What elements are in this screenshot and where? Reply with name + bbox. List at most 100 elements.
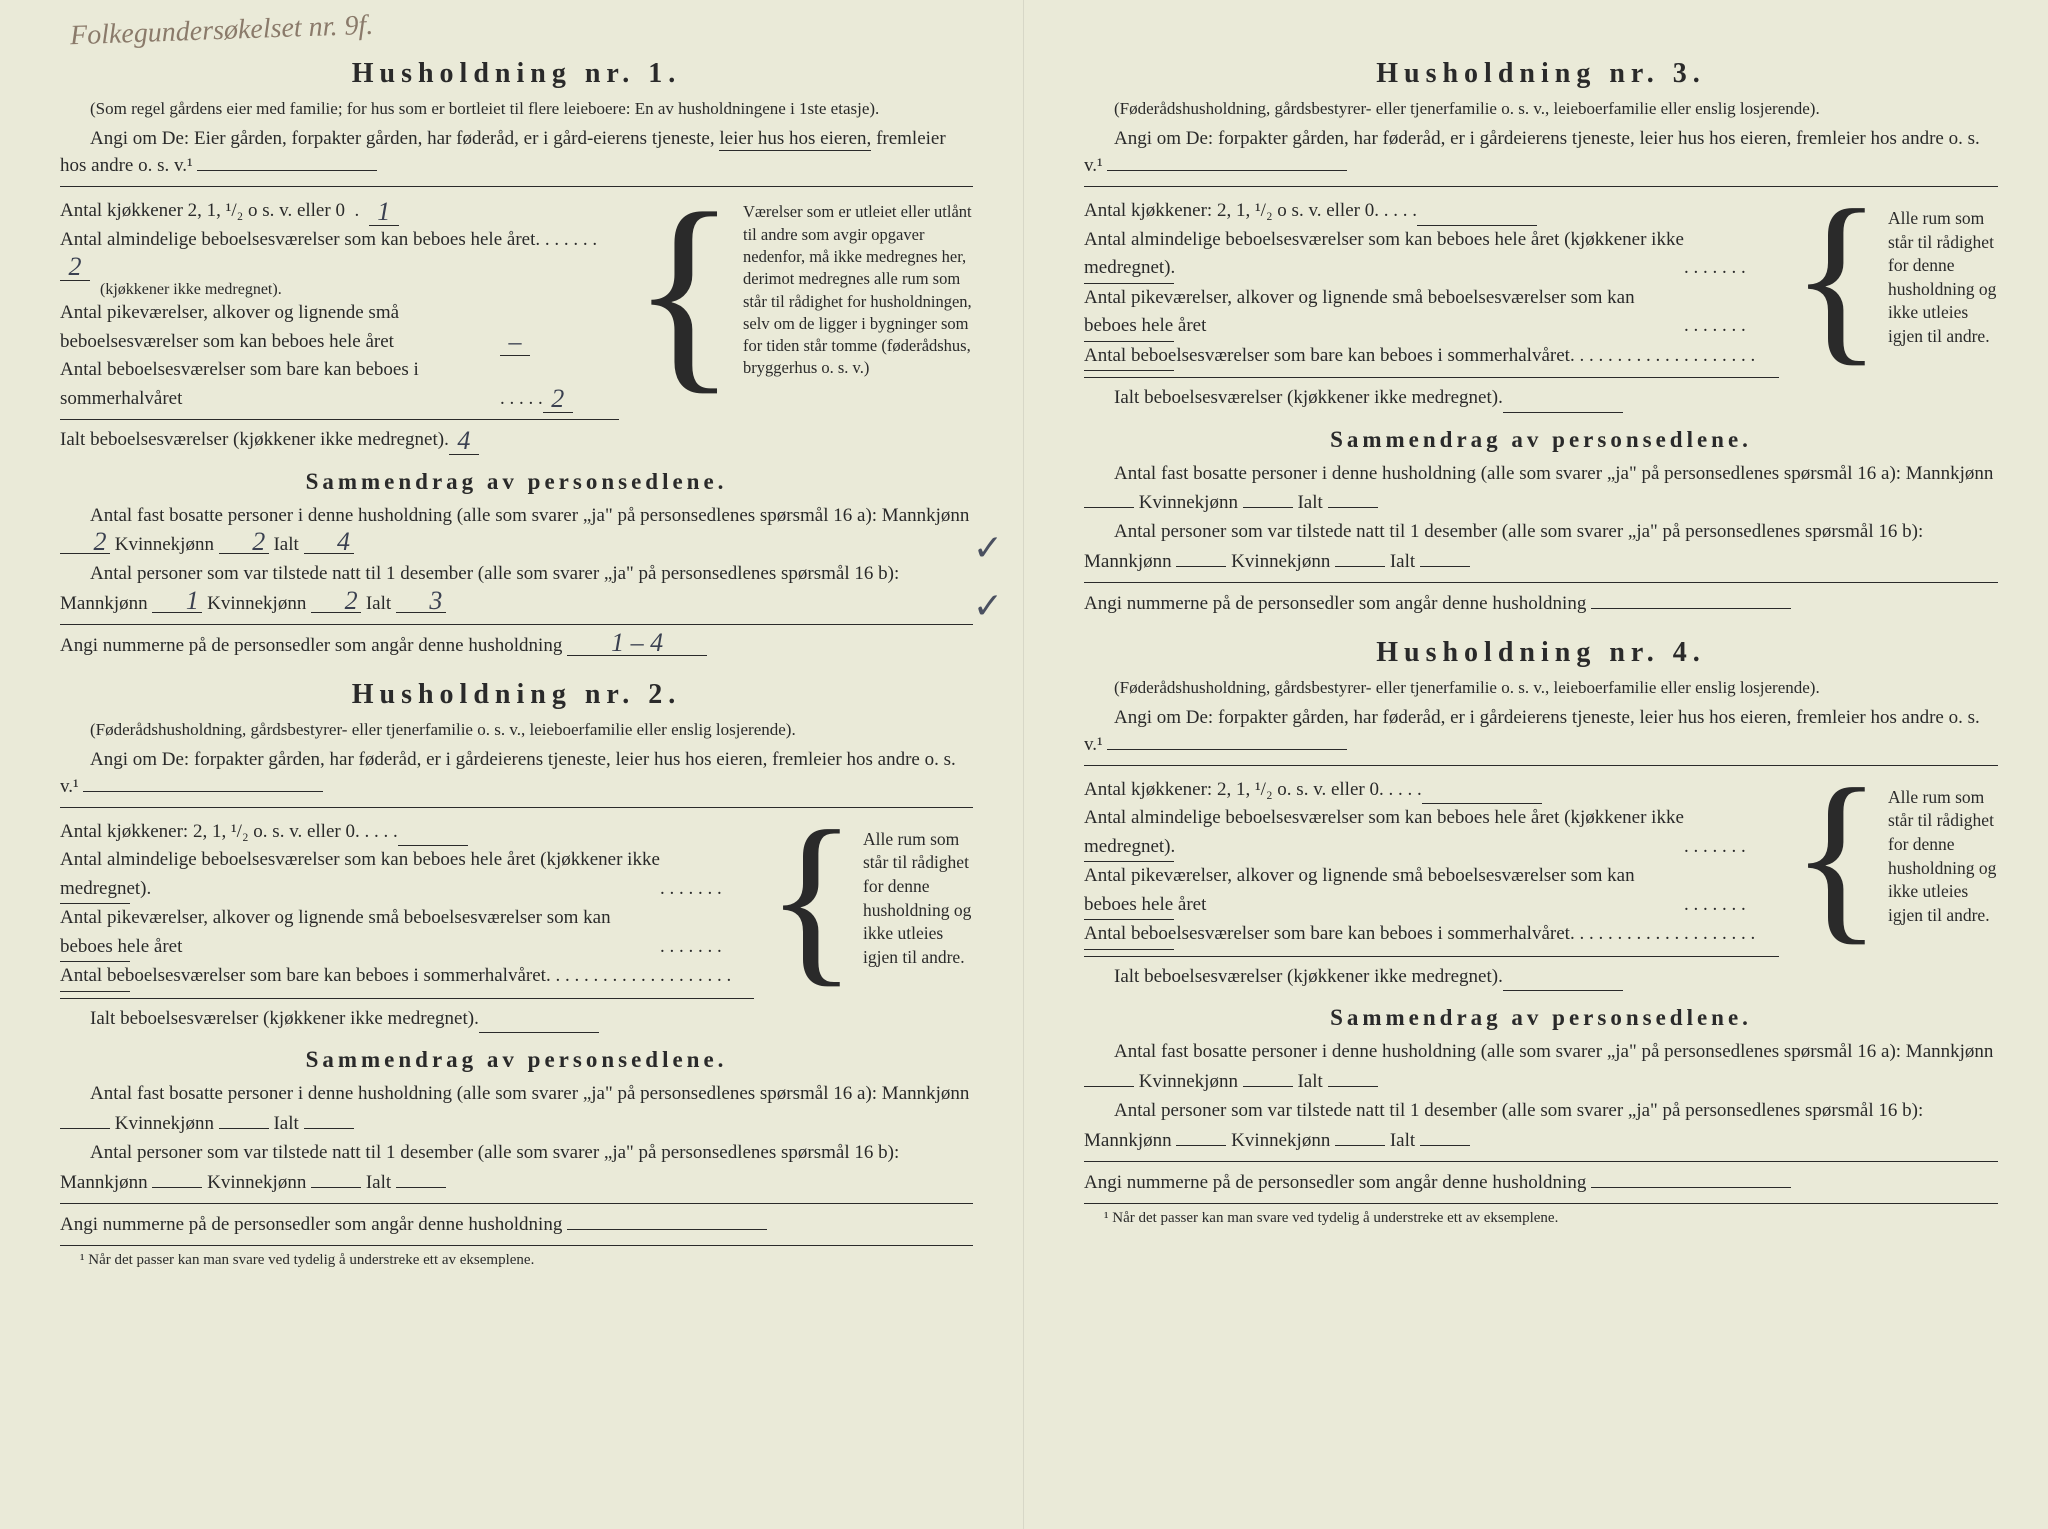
brace-text-3: Alle rum som står til rådighet for denne… [1888,207,1998,349]
fast-ialt-3[interactable] [1328,507,1378,508]
sommer-value-2[interactable] [60,991,130,992]
fast-m-4[interactable] [1084,1086,1134,1087]
note-1: (Som regel gårdens eier med familie; for… [60,98,973,121]
til-m-3[interactable] [1176,566,1226,567]
checkmark-2: ✓ [943,579,1003,635]
til-k-1[interactable]: 2 [311,589,361,613]
fast-k-2[interactable] [219,1128,269,1129]
alm-row-3: Antal almindelige beboelsesværelser som … [1084,226,1779,284]
prompt-blank-3[interactable] [1107,170,1347,171]
section-title-3: Husholdning nr. 3. [1084,58,1998,90]
til-ialt-4[interactable] [1420,1145,1470,1146]
divider [1084,1203,1998,1204]
pike-label-2: Antal pikeværelser, alkover og lignende … [60,904,660,961]
prompt-blank-2[interactable] [83,791,323,792]
til-k-3[interactable] [1335,566,1385,567]
dots: . . . . . . . . . . . . . . . . . . . . [546,962,731,991]
nummer-value-4[interactable] [1591,1187,1791,1188]
kjokken-row-4: Antal kjøkkener: 2, 1, ¹/₂ o. s. v. elle… [1084,776,1779,805]
fast-k-4[interactable] [1243,1086,1293,1087]
divider [60,624,973,625]
nummer-line-1: Angi nummerne på de personsedler som ang… [60,631,973,660]
sommer-label-3: Antal beboelsesværelser som bare kan beb… [1084,342,1570,371]
ialt-value-4[interactable] [1503,990,1623,991]
dots: . . . . . . . [1684,254,1746,283]
ialt-label: Ialt [1390,1130,1415,1151]
fast-text-1: Antal fast bosatte personer i denne hush… [90,505,969,526]
ialt-value-2[interactable] [479,1032,599,1033]
divider [1084,377,1779,378]
fast-k-3[interactable] [1243,507,1293,508]
alm-value-1[interactable]: 2 [60,254,90,281]
sommer-row-2: Antal beboelsesværelser som bare kan beb… [60,962,754,992]
ialt-row-1: Ialt beboelsesværelser (kjøkkener ikke m… [60,426,619,455]
nummer-line-3: Angi nummerne på de personsedler som ang… [1084,589,1998,618]
kjokken-label-3: Antal kjøkkener: 2, 1, ¹/₂ o s. v. eller… [1084,197,1374,226]
nummer-value-3[interactable] [1591,608,1791,609]
ialt-label: Ialt [1297,1071,1322,1092]
ialt-label: Ialt [366,593,391,614]
divider [60,1203,973,1204]
divider [1084,1161,1998,1162]
nummer-value-1[interactable]: 1 – 4 [567,631,707,655]
til-m-1[interactable]: 1 [152,589,202,613]
tilstede-line-4: Antal personer som var tilstede natt til… [1084,1096,1998,1155]
fast-ialt-1[interactable]: 4 [304,530,354,554]
ialt-value-3[interactable] [1503,412,1623,413]
fast-k-1[interactable]: 2 [219,530,269,554]
ialt-label: Ialt [273,1113,298,1134]
kjokken-row-1: Antal kjøkkener 2, 1, ¹/₂ o s. v. eller … [60,197,619,226]
fast-line-1: Antal fast bosatte personer i denne hush… [60,501,973,560]
fast-m-1[interactable]: 2 [60,530,110,554]
kjokken-label-1: Antal kjøkkener 2, 1, ¹/₂ o s. v. eller … [60,197,345,226]
sommer-label-1: Antal beboelsesværelser som bare kan beb… [60,356,500,413]
dots: . . . . . . . . . . . . . . . . . . . . [1570,342,1755,371]
note-2: (Føderådshusholdning, gårdsbestyrer- ell… [60,719,973,742]
brace-text-1: Værelser som er utleiet eller utlånt til… [743,201,973,379]
brace-symbol: { [1791,776,1882,938]
fast-text-4: Antal fast bosatte personer i denne hush… [1114,1041,1993,1062]
tilstede-line-3: Antal personer som var tilstede natt til… [1084,517,1998,576]
til-k-4[interactable] [1335,1145,1385,1146]
brace-text-2: Alle rum som står til rådighet for denne… [863,828,973,970]
dots: . . . . . . . [1684,833,1746,862]
note-4: (Føderådshusholdning, gårdsbestyrer- ell… [1084,677,1998,700]
til-m-4[interactable] [1176,1145,1226,1146]
pike-value-1[interactable]: ‒ [500,329,530,356]
ialt-row-2: Ialt beboelsesværelser (kjøkkener ikke m… [60,1005,754,1034]
sommer-value-1[interactable]: 2 [543,386,573,413]
til-ialt-2[interactable] [396,1187,446,1188]
ialt-label-3: Ialt beboelsesværelser (kjøkkener ikke m… [1114,384,1503,413]
pike-row-2: Antal pikeværelser, alkover og lignende … [60,904,754,962]
kjokken-value-1[interactable]: 1 [369,199,399,226]
kjokken-sub-1: (kjøkkener ikke medregnet). [60,281,619,299]
section-title-1: Husholdning nr. 1. [60,58,973,90]
alm-row-4: Antal almindelige beboelsesværelser som … [1084,804,1779,862]
prompt-text-3: Angi om De: forpakter gården, har føderå… [1084,128,1980,177]
til-k-2[interactable] [311,1187,361,1188]
sommer-row-3: Antal beboelsesværelser som bare kan beb… [1084,342,1779,372]
til-m-2[interactable] [152,1187,202,1188]
alm-label-1: Antal almindelige beboelsesværelser som … [60,226,535,255]
fast-ialt-4[interactable] [1328,1086,1378,1087]
ialt-label-2: Ialt beboelsesværelser (kjøkkener ikke m… [90,1005,479,1034]
page-left: Folkegundersøkelset nr. 9f. Husholdning … [0,0,1024,1529]
prompt-blank-4[interactable] [1107,749,1347,750]
sammendrag-title-2: Sammendrag av personsedlene. [60,1047,973,1073]
fast-ialt-2[interactable] [304,1128,354,1129]
nummer-value-2[interactable] [567,1229,767,1230]
kvinne-label: Kvinnekjønn [1231,551,1330,572]
ialt-value-1[interactable]: 4 [449,428,479,455]
prompt-blank-1[interactable] [197,170,377,171]
til-ialt-1[interactable]: 3 [396,589,446,613]
fast-m-2[interactable] [60,1128,110,1129]
fast-m-3[interactable] [1084,507,1134,508]
fast-text-3: Antal fast bosatte personer i denne hush… [1114,463,1993,484]
til-ialt-3[interactable] [1420,566,1470,567]
sommer-value-4[interactable] [1084,949,1174,950]
prompt-text-2: Angi om De: forpakter gården, har føderå… [60,749,956,798]
prompt-text-4: Angi om De: forpakter gården, har føderå… [1084,707,1980,756]
alm-row-1: Antal almindelige beboelsesværelser som … [60,226,619,282]
sommer-value-3[interactable] [1084,370,1174,371]
brace-symbol: { [631,197,737,384]
